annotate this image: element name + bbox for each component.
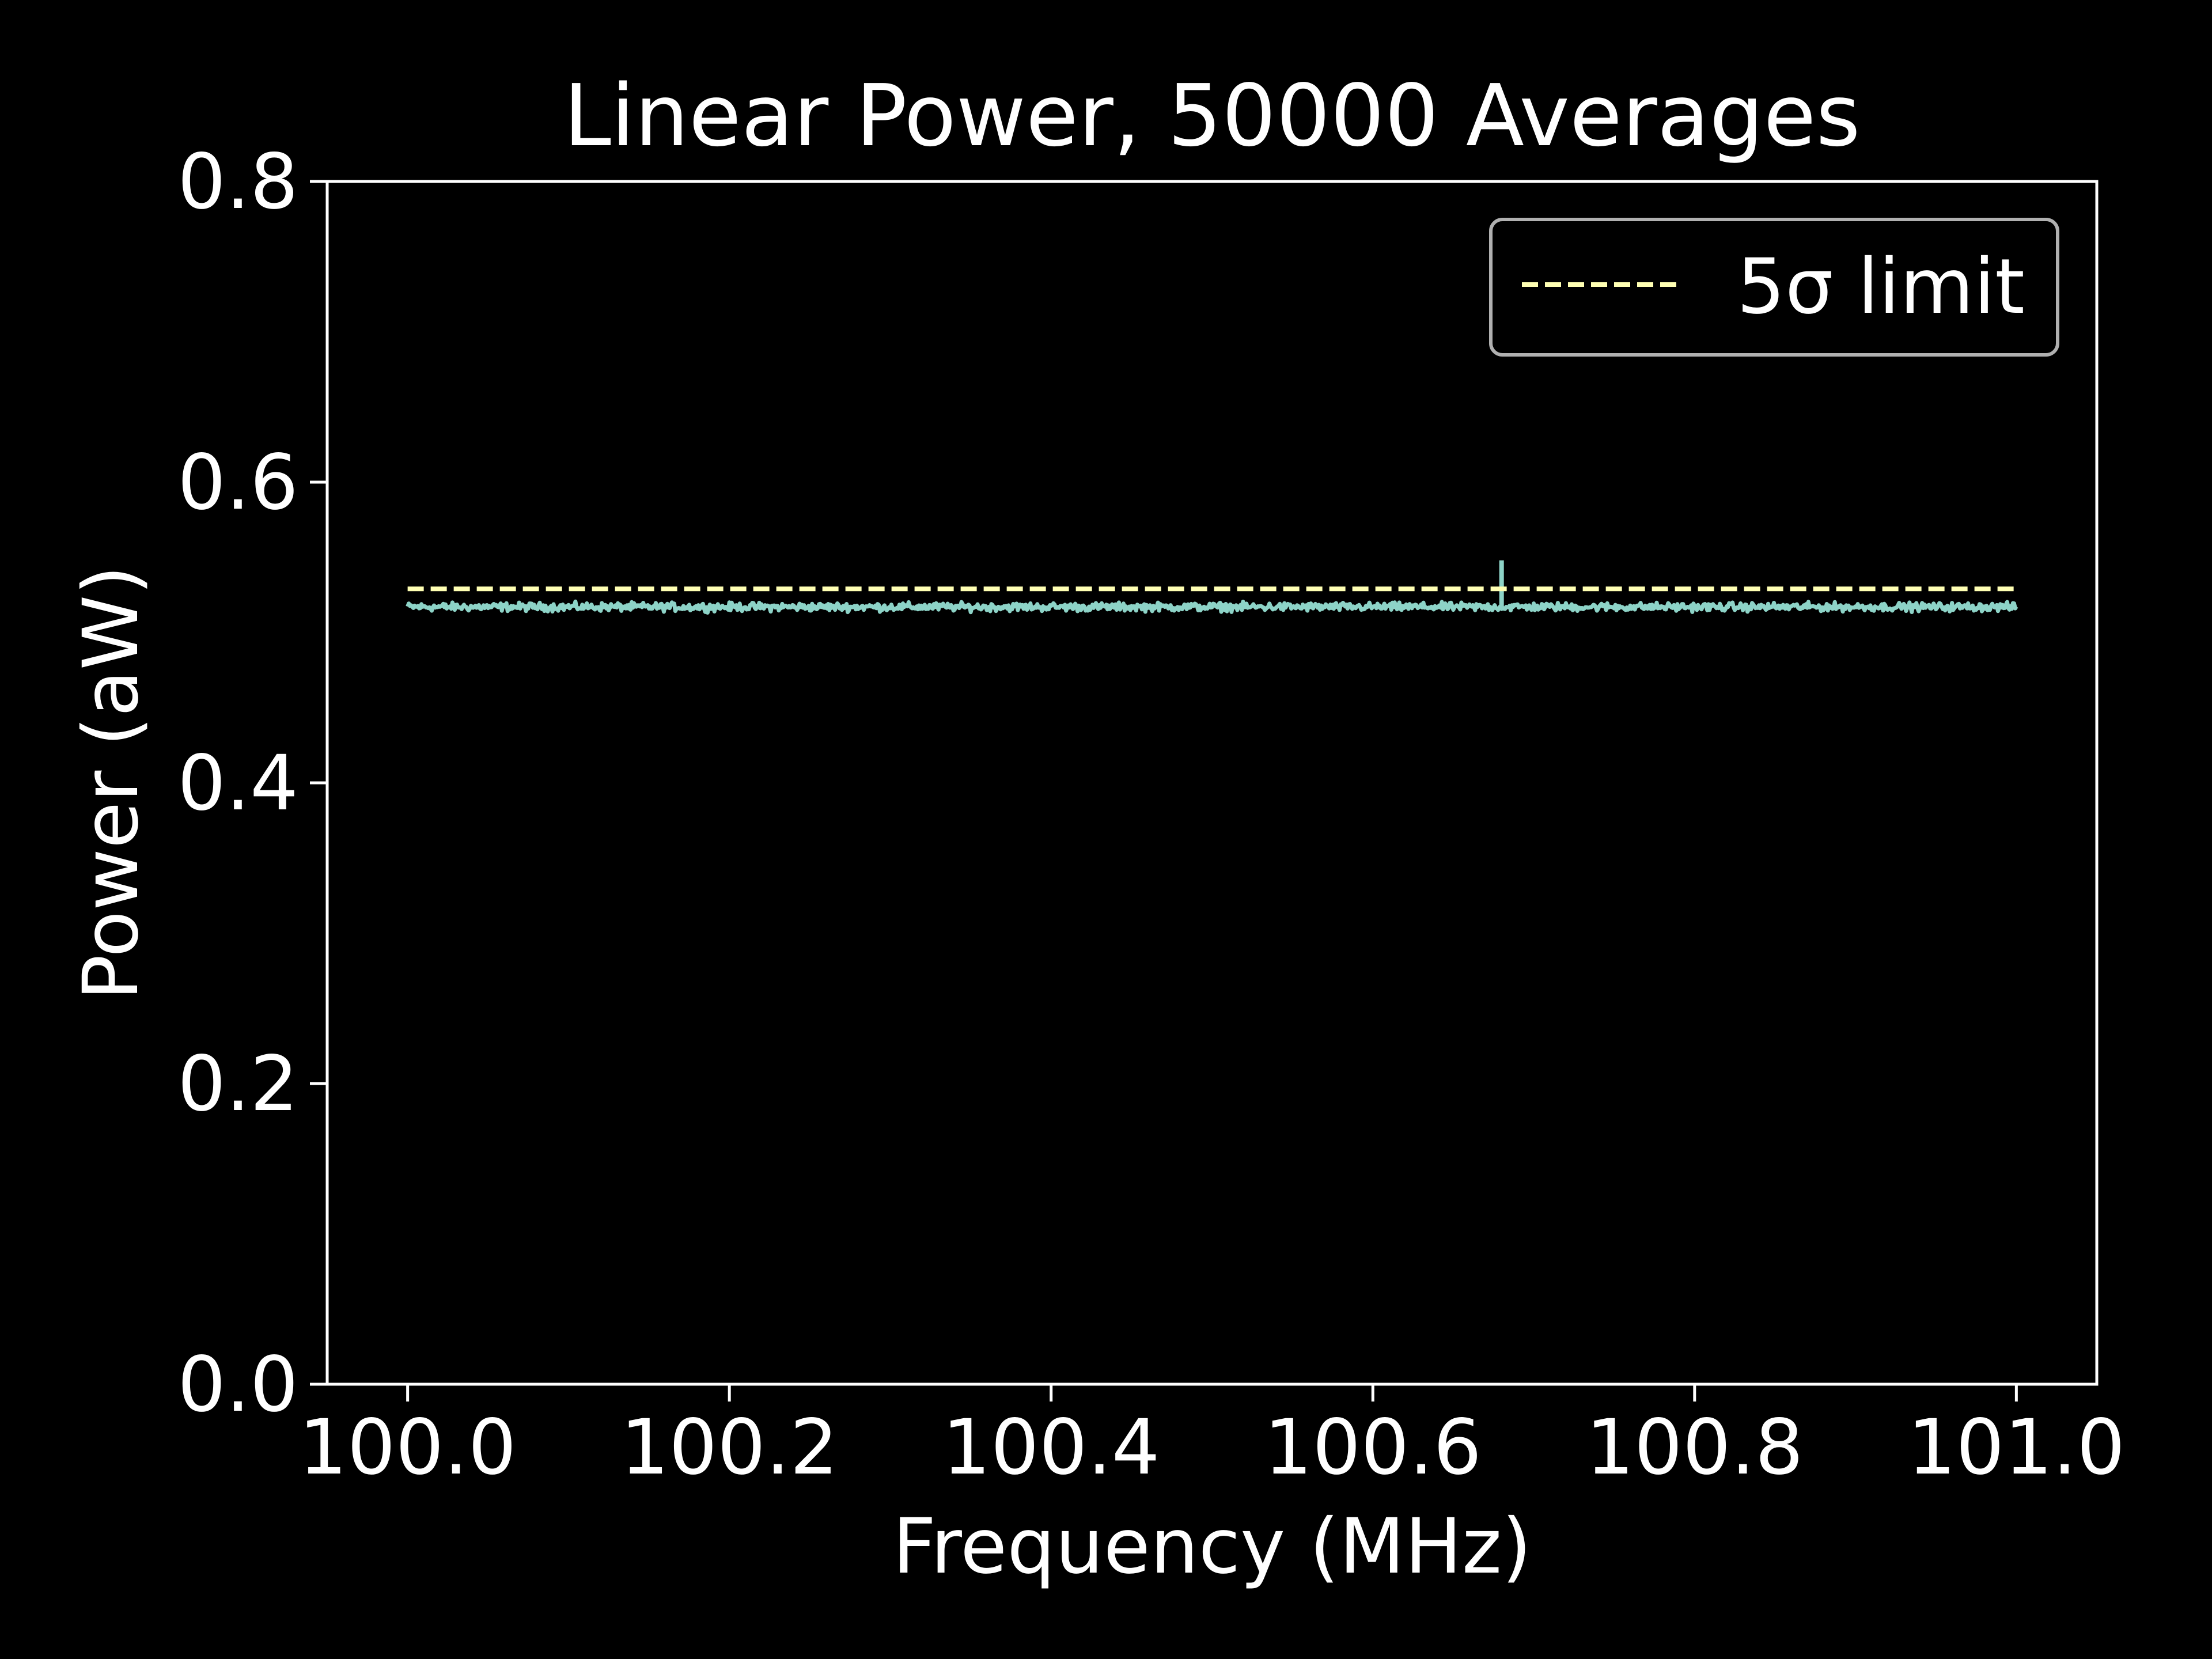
- legend-label-5sigma-limit: 5σ limit: [1737, 243, 2025, 331]
- y-tick-label: 0.6: [177, 438, 298, 527]
- x-tick-label: 100.6: [1264, 1403, 1482, 1492]
- legend: 5σ limit: [1489, 218, 2059, 357]
- legend-frame: [1489, 218, 2059, 357]
- x-tick-label: 101.0: [1907, 1403, 2125, 1492]
- spectrum-line: [406, 599, 2018, 615]
- series-layer: [406, 560, 2018, 615]
- plot-area: [325, 180, 2099, 1386]
- x-tick-label: 100.4: [942, 1403, 1160, 1492]
- x-tick-label: 100.2: [620, 1403, 838, 1492]
- y-tick-label: 0.0: [177, 1340, 298, 1429]
- y-tick-label: 0.8: [177, 138, 298, 226]
- x-tick-label: 100.8: [1586, 1403, 1804, 1492]
- x-tick-label: 100.0: [299, 1403, 517, 1492]
- y-axis-ticks: 0.0 0.2 0.4 0.6 0.8: [177, 138, 327, 1429]
- y-tick-label: 0.2: [177, 1040, 298, 1128]
- y-axis-label: Power (aW): [67, 565, 156, 1000]
- y-tick-label: 0.4: [177, 739, 298, 828]
- plot-background: [327, 181, 2097, 1384]
- x-axis-label: Frequency (MHz): [892, 1502, 1531, 1591]
- chart-title: Linear Power, 50000 Averages: [563, 66, 1860, 165]
- x-axis-ticks: 100.0 100.2 100.4 100.6 100.8 101.0: [299, 1384, 2125, 1492]
